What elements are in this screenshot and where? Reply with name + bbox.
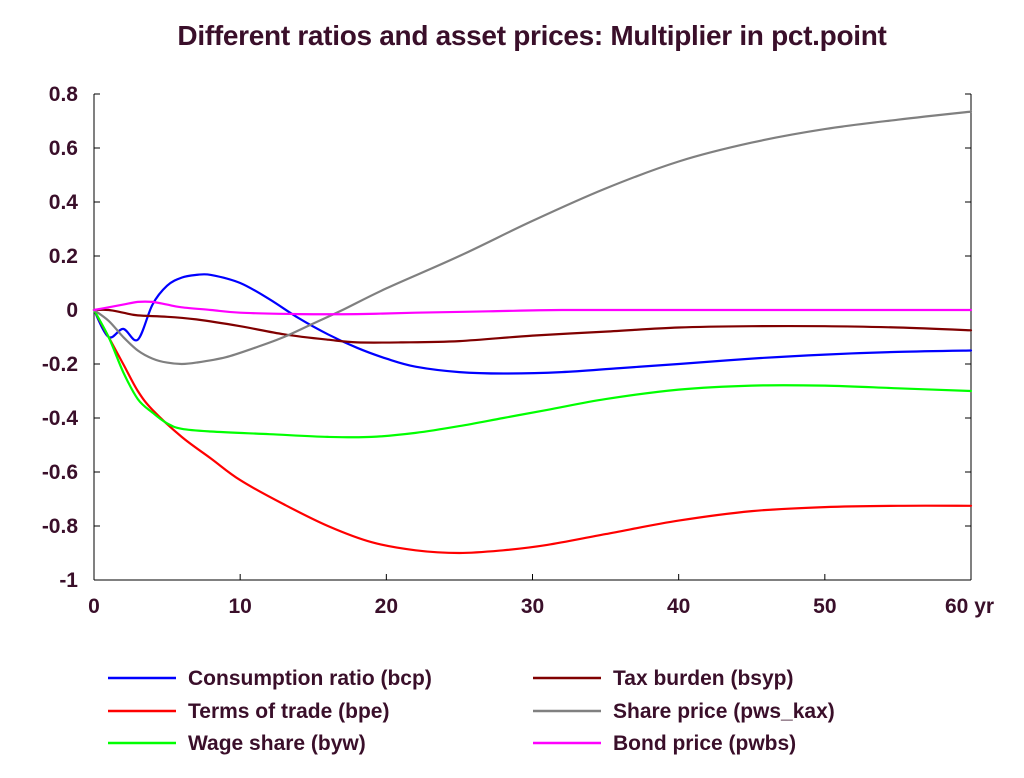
legend-item-consumption-ratio: Consumption ratio (bcp) [108, 667, 432, 690]
y-tick-label: -0.2 [42, 353, 78, 376]
legend-item-bond-price: Bond price (pwbs) [533, 732, 796, 755]
y-tick-label: -0.6 [42, 461, 78, 484]
y-tick-label: 0.8 [49, 83, 79, 106]
y-tick-label: -0.4 [42, 407, 79, 430]
series-line-bond-price [92, 300, 973, 316]
legend-label: Wage share (byw) [188, 732, 366, 755]
y-tick-label: 0.4 [49, 191, 79, 214]
legend-item-share-price: Share price (pws_kax) [533, 700, 835, 723]
legend-label: Terms of trade (bpe) [188, 700, 389, 723]
x-tick-label: 0 [88, 595, 100, 618]
series-line-terms-of-trade [92, 308, 973, 555]
y-tick-label: 0 [66, 299, 78, 322]
legend-label: Bond price (pwbs) [613, 732, 796, 755]
series-line-tax-burden [92, 308, 973, 344]
legend-label: Tax burden (bsyp) [613, 667, 793, 690]
series-line-consumption-ratio [92, 273, 973, 375]
legend-item-tax-burden: Tax burden (bsyp) [533, 667, 793, 690]
series-lines [92, 110, 973, 555]
x-tick-label: 40 [667, 595, 690, 618]
legend-label: Share price (pws_kax) [613, 700, 835, 723]
series-line-wage-share [92, 308, 973, 439]
y-tick-label: 0.2 [49, 245, 78, 268]
y-tick-label: 0.6 [49, 137, 78, 160]
x-tick-label: 30 [521, 595, 544, 618]
x-tick-label: 60 yr [945, 595, 994, 618]
y-tick-label: -1 [59, 569, 78, 592]
y-axis: 0.8 0.6 0.4 0.2 0 -0.2 -0.4 -0.6 -0.8 -1 [42, 83, 971, 592]
y-tick-label: -0.8 [42, 515, 79, 538]
x-tick-label: 20 [375, 595, 398, 618]
legend: Consumption ratio (bcp) Terms of trade (b… [108, 667, 835, 755]
x-axis: 0 10 20 30 40 50 60 yr [88, 574, 994, 618]
x-tick-label: 50 [813, 595, 836, 618]
legend-item-wage-share: Wage share (byw) [108, 732, 366, 755]
legend-label: Consumption ratio (bcp) [188, 667, 432, 690]
legend-item-terms-of-trade: Terms of trade (bpe) [108, 700, 389, 723]
series-line-share-price [92, 110, 973, 366]
chart-title: Different ratios and asset prices: Multi… [177, 20, 887, 51]
x-tick-label: 10 [228, 595, 251, 618]
